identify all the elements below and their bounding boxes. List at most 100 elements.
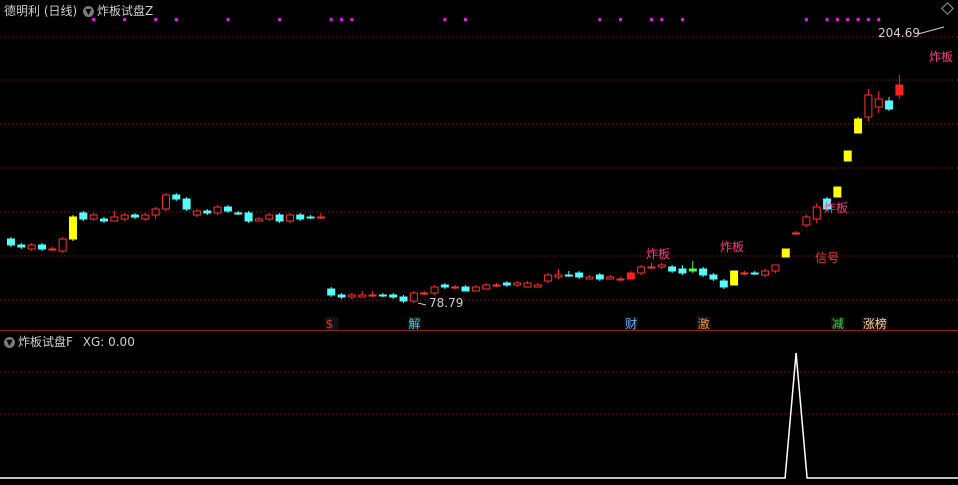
lower-indicator-selector[interactable]: ▼ 炸板试盘F XG: 0.00 <box>4 333 135 350</box>
candle-body <box>823 198 832 210</box>
candle-body <box>502 282 511 286</box>
candle-body <box>781 248 790 258</box>
candle-body <box>885 100 894 110</box>
event-flag: 涨榜 <box>863 316 887 331</box>
candle-body <box>58 238 67 252</box>
candle-body <box>120 214 129 220</box>
top-marker <box>123 18 127 21</box>
candle-body <box>37 244 46 250</box>
candle-body <box>802 216 811 226</box>
chevron-down-icon[interactable]: ▼ <box>4 337 15 348</box>
candle-body <box>378 294 387 297</box>
candle-body <box>564 274 573 277</box>
signal-annotation: 炸板 <box>929 50 953 64</box>
stock-title: 德明利 (日线) <box>4 4 78 18</box>
candle-body <box>172 194 181 200</box>
candle-body <box>482 284 491 290</box>
candle-body <box>7 238 15 246</box>
candle-body <box>761 270 770 276</box>
top-marker <box>154 18 158 21</box>
candle-body <box>68 216 77 240</box>
upper-panel-header: 德明利 (日线) ▼ 炸板试盘Z <box>0 0 958 18</box>
candle-body <box>99 218 108 222</box>
candle-body <box>833 186 842 198</box>
top-marker <box>649 18 653 21</box>
indicator-selector[interactable]: ▼ 炸板试盘Z <box>83 2 153 19</box>
xg-readout: XG: 0.00 <box>82 335 135 349</box>
candle-body <box>606 276 615 280</box>
event-flag: $ <box>326 317 334 331</box>
event-flag-bg <box>324 317 339 330</box>
candle-body <box>843 150 852 162</box>
candle-body <box>110 216 119 222</box>
candle-body <box>812 206 821 220</box>
event-flag: 解 <box>408 317 420 331</box>
top-marker <box>464 18 468 21</box>
low-price-label: 78.79 <box>429 296 463 310</box>
candle-body <box>347 294 356 298</box>
candle-body <box>430 286 439 294</box>
candle-body <box>719 280 728 288</box>
candle-body <box>585 276 594 280</box>
high-price-pointer <box>917 26 945 35</box>
top-marker <box>329 18 333 21</box>
candle-body <box>657 264 666 268</box>
candle-body <box>223 206 232 212</box>
candle-body <box>265 214 274 220</box>
indicator-name: 炸板试盘Z <box>97 4 154 18</box>
candle-body <box>750 272 759 275</box>
candle-body <box>647 266 656 269</box>
candle-body <box>79 212 88 220</box>
candle-body <box>595 274 604 280</box>
candle-body <box>492 284 501 287</box>
candle-body <box>533 284 542 288</box>
event-flag: 减 <box>832 317 844 331</box>
candle-body <box>358 294 367 298</box>
candle-body <box>575 272 584 278</box>
candle-body <box>399 296 408 302</box>
candle-body <box>254 218 263 222</box>
candle-body <box>771 264 780 272</box>
candle-body <box>688 268 697 272</box>
candle-body <box>141 214 150 220</box>
candle-body <box>544 274 553 282</box>
candle-body <box>316 216 325 219</box>
top-marker <box>660 18 664 21</box>
chevron-down-icon[interactable]: ▼ <box>83 6 94 17</box>
candle-body <box>626 272 635 280</box>
candle-body <box>461 286 470 292</box>
top-marker <box>443 18 447 21</box>
candle-body <box>151 208 160 216</box>
candle-body <box>337 294 346 298</box>
candle-body <box>451 286 460 289</box>
candle-body <box>440 284 449 288</box>
top-marker <box>174 18 178 21</box>
signal-annotation: 信号 <box>815 251 839 265</box>
candle-body <box>285 214 294 222</box>
event-flag-bg <box>861 317 888 330</box>
event-flag-bg <box>624 317 639 330</box>
top-marker <box>846 18 850 21</box>
candle-body <box>161 194 170 210</box>
candle-body <box>409 292 418 302</box>
top-marker <box>804 18 808 21</box>
candle-body <box>327 288 336 296</box>
candle-body <box>89 214 98 220</box>
candle-body <box>523 282 532 288</box>
candle-body <box>864 94 873 118</box>
top-marker <box>350 18 354 21</box>
candle-body <box>420 292 429 295</box>
candle-body <box>668 266 677 272</box>
candle-body <box>389 294 398 298</box>
xg-series-line <box>0 352 958 479</box>
candle-body <box>306 216 315 219</box>
candle-body <box>616 278 625 281</box>
top-marker <box>877 18 881 21</box>
candle-body <box>244 212 253 222</box>
signal-annotation: 炸板 <box>824 201 848 215</box>
top-marker <box>825 18 829 21</box>
candle-body <box>678 268 687 274</box>
lower-panel-header: ▼ 炸板试盘F XG: 0.00 <box>0 331 958 349</box>
event-flag: 激 <box>698 317 710 331</box>
